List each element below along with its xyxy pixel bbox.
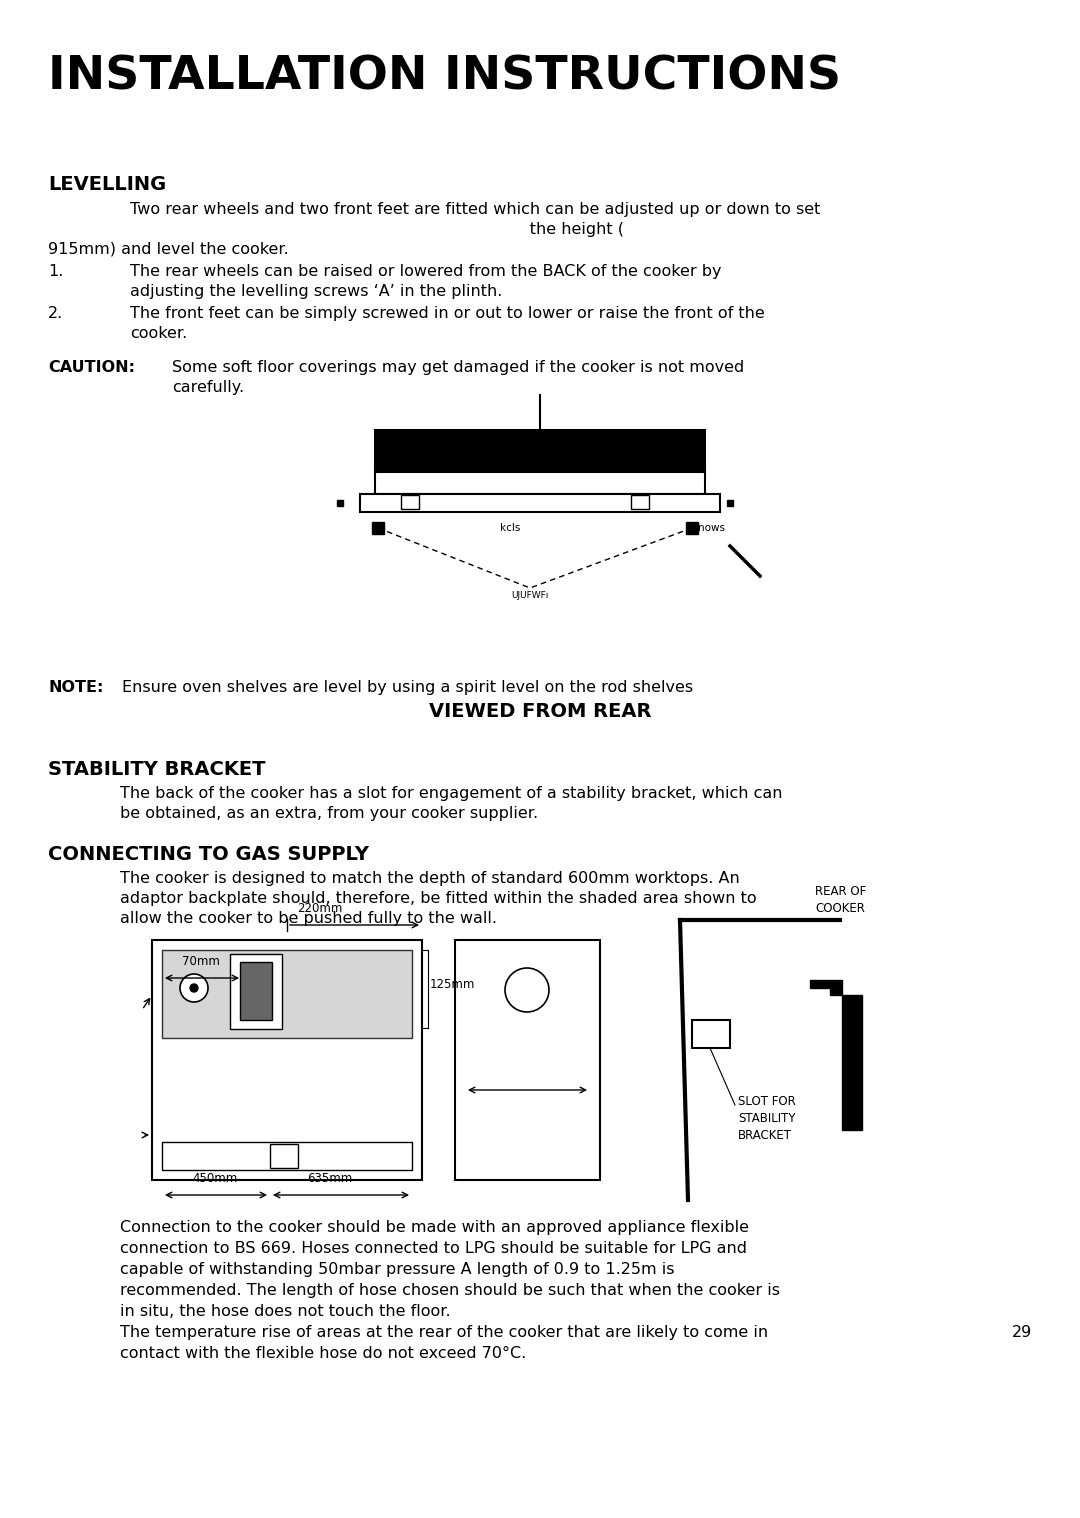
Text: adaptor backplate should, therefore, be fitted within the shaded area shown to: adaptor backplate should, therefore, be … xyxy=(120,891,757,906)
Circle shape xyxy=(180,975,208,1002)
Text: connection to BS 669. Hoses connected to LPG should be suitable for LPG and: connection to BS 669. Hoses connected to… xyxy=(120,1242,747,1255)
Text: VIEWED FROM REAR: VIEWED FROM REAR xyxy=(429,701,651,721)
Text: 29: 29 xyxy=(1012,1325,1032,1340)
Bar xyxy=(152,940,422,1179)
Text: be obtained, as an extra, from your cooker supplier.: be obtained, as an extra, from your cook… xyxy=(120,806,538,821)
Text: The rear wheels can be raised or lowered from the BACK of the cooker by: The rear wheels can be raised or lowered… xyxy=(130,264,721,279)
Text: Connection to the cooker should be made with an approved appliance flexible: Connection to the cooker should be made … xyxy=(120,1220,750,1236)
Text: adjusting the levelling screws ‘A’ in the plinth.: adjusting the levelling screws ‘A’ in th… xyxy=(130,284,502,299)
Text: The temperature rise of areas at the rear of the cooker that are likely to come : The temperature rise of areas at the rea… xyxy=(120,1325,768,1340)
Text: in situ, the hose does not touch the floor.: in situ, the hose does not touch the flo… xyxy=(120,1304,450,1319)
Text: capable of withstanding 50mbar pressure A length of 0.9 to 1.25m is: capable of withstanding 50mbar pressure … xyxy=(120,1261,675,1277)
Text: SLOT FOR
STABILITY
BRACKET: SLOT FOR STABILITY BRACKET xyxy=(738,1094,796,1142)
Text: contact with the flexible hose do not exceed 70°C.: contact with the flexible hose do not ex… xyxy=(120,1346,526,1362)
Text: CONNECTING TO GAS SUPPLY: CONNECTING TO GAS SUPPLY xyxy=(48,846,369,864)
Bar xyxy=(631,495,649,509)
Text: NOTE:: NOTE: xyxy=(48,680,104,695)
Text: 70mm: 70mm xyxy=(183,955,220,968)
Bar xyxy=(375,472,705,493)
Text: INSTALLATION INSTRUCTIONS: INSTALLATION INSTRUCTIONS xyxy=(48,55,841,100)
Bar xyxy=(692,1020,730,1047)
Bar xyxy=(401,495,419,509)
Bar xyxy=(162,950,411,1038)
Text: Some soft floor coverings may get damaged if the cooker is not moved: Some soft floor coverings may get damage… xyxy=(172,360,744,375)
Text: STABILITY BRACKET: STABILITY BRACKET xyxy=(48,761,266,779)
Text: The back of the cooker has a slot for engagement of a stability bracket, which c: The back of the cooker has a slot for en… xyxy=(120,786,783,802)
Polygon shape xyxy=(810,981,862,1129)
Bar xyxy=(162,1142,411,1170)
Bar xyxy=(230,953,282,1029)
Text: LEVELLING: LEVELLING xyxy=(48,175,166,194)
Text: 125mm: 125mm xyxy=(430,979,475,991)
Text: Ensure oven shelves are level by using a spirit level on the rod shelves: Ensure oven shelves are level by using a… xyxy=(122,680,693,695)
Text: kcls: kcls xyxy=(500,524,521,533)
Text: The front feet can be simply screwed in or out to lower or raise the front of th: The front feet can be simply screwed in … xyxy=(130,307,765,320)
Text: UJUFWFı: UJUFWFı xyxy=(511,591,549,600)
Text: REAR OF
COOKER: REAR OF COOKER xyxy=(815,885,866,915)
Text: carefully.: carefully. xyxy=(172,380,244,395)
Text: 220mm: 220mm xyxy=(297,902,342,915)
Bar xyxy=(240,962,272,1020)
Text: The cooker is designed to match the depth of standard 600mm worktops. An: The cooker is designed to match the dept… xyxy=(120,871,740,887)
Text: 635mm: 635mm xyxy=(307,1172,352,1186)
Text: the height (: the height ( xyxy=(130,222,624,237)
Text: cooker.: cooker. xyxy=(130,326,187,342)
Text: 450mm: 450mm xyxy=(192,1172,238,1186)
Text: allow the cooker to be pushed fully to the wall.: allow the cooker to be pushed fully to t… xyxy=(120,911,497,926)
Text: recommended. The length of hose chosen should be such that when the cooker is: recommended. The length of hose chosen s… xyxy=(120,1283,780,1298)
Circle shape xyxy=(190,984,198,991)
Bar xyxy=(360,493,720,512)
Text: CAUTION:: CAUTION: xyxy=(48,360,135,375)
Text: nows: nows xyxy=(698,524,725,533)
Circle shape xyxy=(505,968,549,1013)
Text: Two rear wheels and two front feet are fitted which can be adjusted up or down t: Two rear wheels and two front feet are f… xyxy=(130,202,821,217)
Bar xyxy=(455,940,600,1179)
Text: 915mm) and level the cooker.: 915mm) and level the cooker. xyxy=(48,241,288,257)
Text: 2.: 2. xyxy=(48,307,64,320)
Bar xyxy=(375,430,705,472)
Text: 1.: 1. xyxy=(48,264,64,279)
Bar xyxy=(270,1145,298,1167)
